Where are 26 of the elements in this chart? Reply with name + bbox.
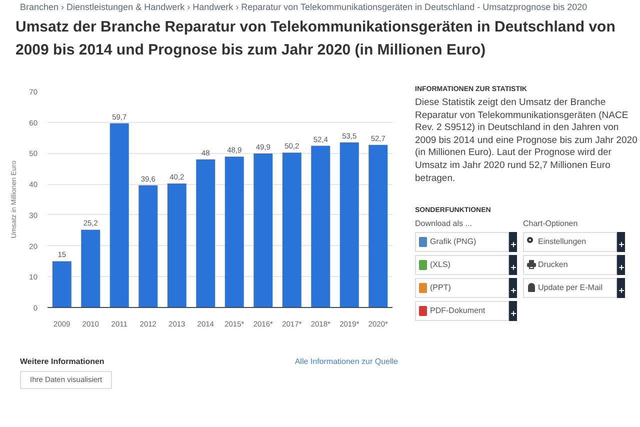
- bar: [81, 230, 100, 308]
- bar: [311, 146, 330, 308]
- bar: [110, 123, 129, 308]
- text: Alle Informationen zur Quelle: [294, 357, 398, 367]
- button: PDF-Dokument: [415, 301, 509, 321]
- text: Download als ...: [415, 219, 472, 229]
- bar: [138, 185, 158, 308]
- button: (PPT): [415, 278, 509, 298]
- bar: [196, 159, 216, 308]
- button: Einstellungen: [523, 232, 617, 252]
- button: Drucken: [523, 255, 617, 275]
- text: Diese Statistik zeigt den Umsatz der Branche Reparatur von Telekommunikationsgeräten (NACE Rev. 2 S9512) in Deutschland in den Jahren von 2009 bis 2014 und eine Prognose bis zum Jahr 2020 (in Millionen Euro). Laut der Prognose wird der Umsatz im Jahr 2020 rund 52,7 Millionen Euro betragen.: [415, 97, 638, 186]
- button: Grafik (PNG): [415, 232, 509, 252]
- button: (XLS): [415, 255, 509, 275]
- bar: [167, 183, 186, 308]
- chart-title: Umsatz der Branche Reparatur von Telekommunikationsgeräten in Deutschland von 2009 bis 2014 und Prognose bis zum Jahr 2020 (in Millionen Euro): [16, 18, 616, 58]
- text: Branchen › Dienstleistungen & Handwerk › Handwerk › Reparatur von Telekommunikationsgeräten in Deutschland - Umsatzprognose bis 2020: [20, 2, 588, 13]
- text: Chart-Optionen: [523, 219, 578, 229]
- bar: [224, 156, 244, 308]
- bar: [52, 261, 72, 308]
- bar: [368, 144, 388, 308]
- bar: [282, 152, 302, 308]
- bar: [254, 154, 273, 308]
- bar: [340, 142, 359, 308]
- text: Weitere Informationen: [20, 357, 104, 367]
- button: Update per E-Mail: [523, 278, 617, 298]
